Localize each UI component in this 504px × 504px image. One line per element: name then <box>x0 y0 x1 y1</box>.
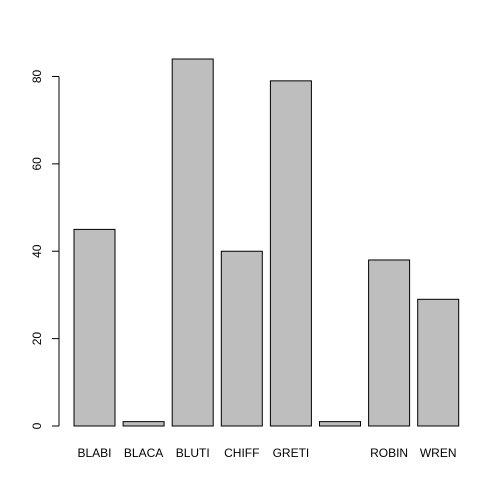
x-tick-label: WREN <box>420 446 457 460</box>
y-axis: 0 20 40 60 80 <box>30 69 60 429</box>
x-tick-label: GRETI <box>273 446 310 460</box>
y-tick-label: 40 <box>30 244 44 258</box>
bar <box>171 58 214 427</box>
bar <box>73 228 116 427</box>
y-tick-label: 80 <box>30 69 44 83</box>
bar <box>368 259 411 427</box>
y-tick-label: 0 <box>30 422 44 429</box>
x-tick-label: CHIFF <box>224 446 259 460</box>
bar <box>417 298 460 427</box>
bar <box>319 421 361 427</box>
bar <box>269 80 312 427</box>
x-tick-label: ROBIN <box>370 446 408 460</box>
bar <box>220 250 263 427</box>
x-axis-labels: BLABI BLACA BLUTI CHIFF GRETI ROBIN WREN <box>77 446 456 460</box>
y-tick-label: 20 <box>30 332 44 346</box>
bars <box>73 58 460 427</box>
y-tick-label: 60 <box>30 157 44 171</box>
x-tick-label: BLABI <box>77 446 111 460</box>
bar <box>122 421 165 427</box>
x-tick-label: BLACA <box>124 446 163 460</box>
x-tick-label: BLUTI <box>176 446 210 460</box>
